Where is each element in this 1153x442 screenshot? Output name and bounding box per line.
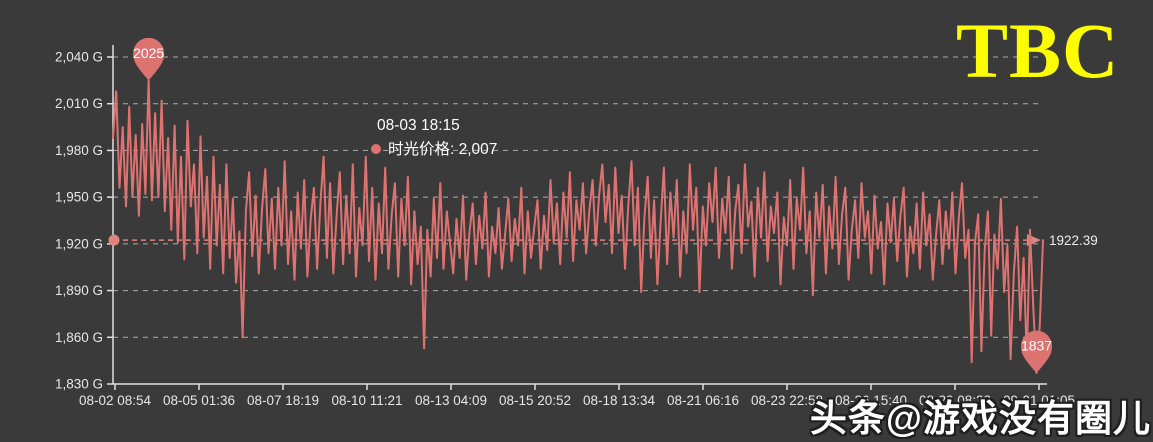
markline-start-dot	[108, 234, 120, 246]
x-axis-label: 08-15 20:52	[499, 393, 571, 408]
price-line[interactable]	[112, 79, 1044, 375]
y-axis-label: 1,920 G	[55, 236, 103, 251]
min-marker-label: 1837	[1021, 338, 1052, 354]
x-axis-label: 08-26 15:40	[835, 393, 907, 408]
x-axis-label: 08-10 11:21	[331, 393, 402, 408]
y-axis-label: 2,010 G	[55, 96, 103, 111]
last-price-label: 1922.39	[1049, 233, 1098, 248]
y-axis-label: 2,040 G	[55, 50, 103, 65]
x-axis-label: 08-05 01:36	[163, 393, 235, 408]
tbc-logo: TBC	[956, 7, 1120, 94]
x-axis-label: 08-23 22:58	[751, 393, 823, 408]
y-axis-label: 1,890 G	[55, 283, 103, 298]
x-axis-label: 08-02 08:54	[79, 393, 152, 408]
watermark: 头条@游戏没有圈儿	[809, 398, 1151, 439]
y-axis-label: 1,950 G	[55, 190, 103, 205]
y-axis-label: 1,860 G	[55, 330, 103, 345]
min-marker-pin	[1021, 330, 1053, 374]
x-axis-label: 08-07 18:19	[247, 393, 319, 408]
x-axis-label: 08-18 13:34	[583, 393, 656, 408]
x-axis-label: 09-01 01:05	[1003, 393, 1075, 408]
y-axis-label: 1,830 G	[55, 377, 103, 392]
y-axis-label: 1,980 G	[55, 143, 103, 158]
max-marker-label: 2025	[133, 45, 164, 61]
x-axis-label: 08-29 08:23	[919, 393, 991, 408]
x-axis-label: 08-21 06:16	[667, 393, 739, 408]
max-marker-pin	[133, 37, 165, 81]
x-axis-label: 08-13 04:09	[415, 393, 487, 408]
